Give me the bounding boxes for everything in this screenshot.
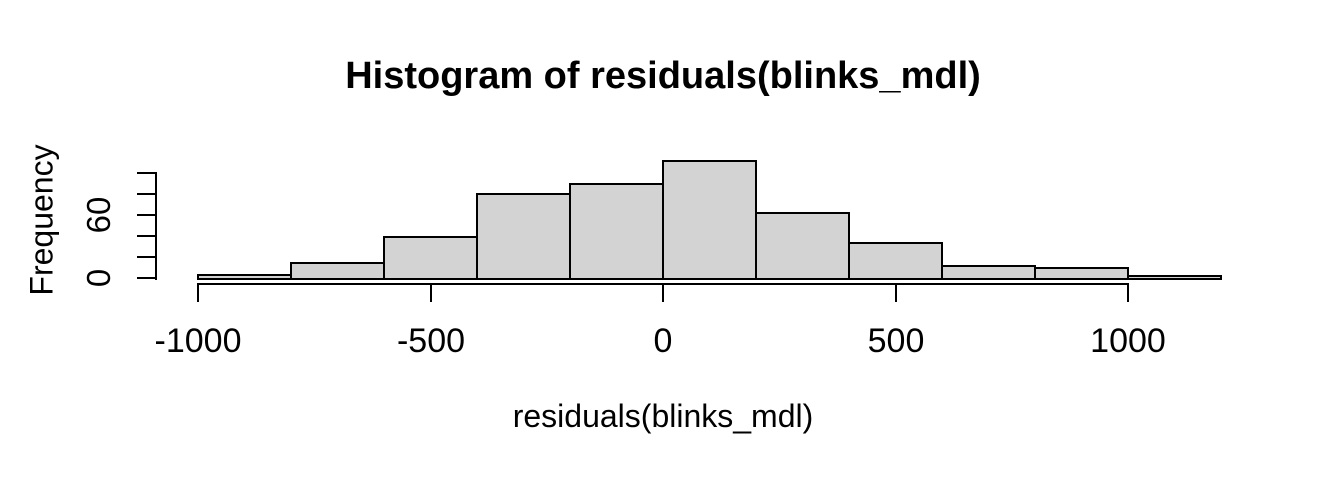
x-tick — [430, 285, 432, 302]
histogram-bar — [1127, 275, 1222, 280]
y-tick — [137, 172, 156, 174]
histogram-bar — [290, 262, 385, 280]
y-tick — [137, 235, 156, 237]
y-axis-label: Frequency — [23, 144, 60, 296]
x-tick-label: 1000 — [1090, 322, 1166, 360]
histogram-bar — [941, 265, 1036, 280]
x-tick-label: 0 — [653, 322, 673, 360]
x-tick — [197, 285, 199, 302]
x-tick-label: -500 — [396, 322, 466, 360]
histogram-bar — [197, 274, 292, 280]
histogram-bar — [662, 160, 757, 280]
y-tick — [137, 193, 156, 195]
x-tick-label: 500 — [867, 322, 925, 360]
y-tick — [137, 256, 156, 258]
x-tick — [895, 285, 897, 302]
histogram-bar — [569, 183, 664, 280]
histogram-bar — [383, 236, 478, 280]
histogram-bar — [1034, 267, 1129, 280]
x-axis-line — [197, 283, 1129, 285]
y-axis-line — [155, 172, 157, 280]
y-tick — [137, 214, 156, 216]
x-tick-label: -1000 — [154, 322, 242, 360]
y-tick — [137, 277, 156, 279]
x-axis-label: residuals(blinks_mdl) — [512, 398, 814, 434]
histogram-bar — [848, 242, 943, 280]
y-tick-label: 60 — [80, 196, 117, 234]
histogram-bar — [755, 212, 850, 280]
chart-title: Histogram of residuals(blinks_mdl) — [345, 55, 981, 97]
x-tick — [1127, 285, 1129, 302]
x-tick — [662, 285, 664, 302]
y-tick-label: 0 — [80, 268, 117, 288]
histogram-bar — [476, 193, 571, 280]
